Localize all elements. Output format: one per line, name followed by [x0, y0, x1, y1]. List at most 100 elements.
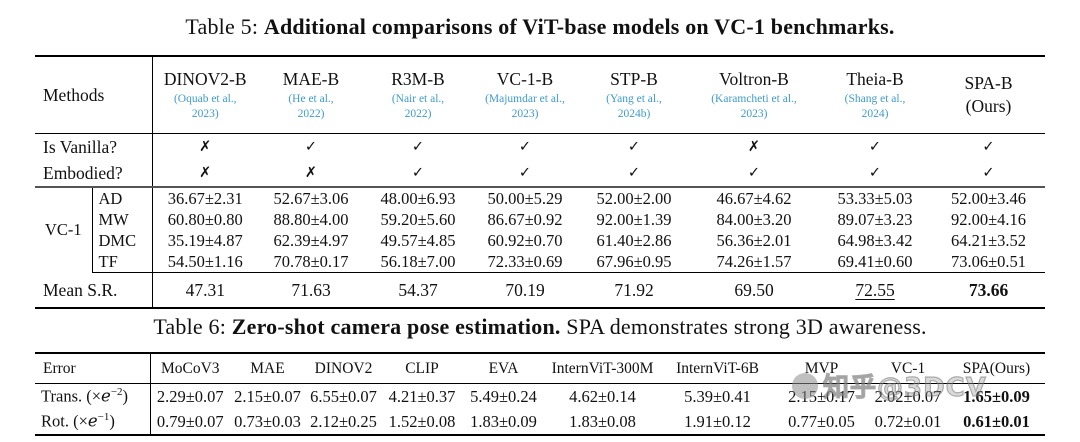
table-cell: 2.02±0.07 [874, 386, 942, 406]
table5-header-row: Methods DINOV2-B (Oquab et al., 2023) MAE… [35, 56, 1045, 134]
table-cell: 64.21±3.52 [950, 230, 1027, 250]
table-cell: 2.15±0.07 [234, 386, 301, 406]
check-mark: ✗ [258, 160, 364, 188]
table-cell: 36.67±2.31 [151, 187, 258, 209]
table5: Methods DINOV2-B (Oquab et al., 2023) MAE… [35, 55, 1045, 309]
table-cell: 60.80±0.80 [151, 209, 258, 230]
table-cell: 0.73±0.03 [234, 411, 301, 431]
row-label: AD [91, 187, 152, 209]
table-cell: 67.96±0.95 [578, 251, 690, 273]
table-cell: 73.06±0.51 [932, 251, 1045, 273]
table-cell: 49.57±4.85 [380, 230, 456, 250]
table-cell: 4.21±0.37 [388, 386, 456, 406]
table-cell: 35.19±4.87 [151, 230, 258, 251]
citation-link[interactable]: (Karamcheti et al., 2023) [711, 93, 797, 120]
citation-link[interactable]: (Majumdar et al., 2023) [485, 93, 565, 120]
col-header: InternViT-6B [660, 353, 775, 384]
methods-header: Methods [35, 56, 152, 134]
check-mark: ✓ [472, 160, 578, 188]
table-cell: 88.80±4.00 [273, 209, 349, 229]
table5-caption-bold: Additional comparisons of ViT-base model… [263, 14, 895, 39]
check-mark: ✓ [690, 160, 818, 188]
table-cell: 52.00±2.00 [596, 188, 672, 208]
row-label: Is Vanilla? [43, 136, 118, 157]
row-label: Rot. (×e−1) [41, 411, 115, 431]
col-header: MAE [230, 353, 305, 384]
group-label: VC-1 [44, 220, 82, 240]
table-cell: 6.55±0.07 [310, 386, 377, 406]
col-header: CLIP [382, 353, 462, 384]
table-cell: 59.20±5.60 [380, 209, 456, 229]
col-header: R3M-B (Nair et al., 2022) [364, 56, 472, 134]
table-cell: 54.50±1.16 [151, 251, 258, 273]
check-mark: ✗ [747, 139, 761, 155]
table-cell: 0.72±0.01 [874, 411, 942, 431]
table-cell: 92.00±1.39 [596, 209, 672, 229]
vc1-tf-row: TF 54.50±1.16 70.78±0.17 56.18±7.00 72.3… [35, 251, 1045, 273]
embodied-row: Embodied? ✗ ✗ ✓ ✓ ✓ ✓ ✓ ✓ [35, 160, 1045, 188]
table-cell: 52.00±3.46 [950, 188, 1027, 208]
citation-link[interactable]: (Nair et al., 2022) [391, 93, 445, 120]
vc1-dmc-row: DMC 35.19±4.87 62.39±4.97 49.57±4.85 60.… [35, 230, 1045, 251]
col-header: Voltron-B (Karamcheti et al., 2023) [690, 56, 818, 134]
table-cell: 56.36±2.01 [716, 230, 792, 250]
table5-caption: Table 5: Additional comparisons of ViT-b… [0, 14, 1080, 40]
citation-link[interactable]: (Oquab et al., 2023) [173, 93, 237, 120]
col-header: VC-1 [868, 353, 948, 384]
table-cell: 48.00±6.93 [380, 188, 456, 208]
row-label: Trans. (×e−2) [41, 386, 129, 406]
table-cell: 84.00±3.20 [716, 209, 792, 229]
check-mark: ✓ [982, 139, 995, 155]
col-header: MAE-B (He et al., 2022) [258, 56, 364, 134]
vc1-mw-row: MW 60.80±0.80 88.80±4.00 59.20±5.60 86.6… [35, 209, 1045, 230]
check-mark: ✓ [868, 139, 882, 155]
row-label: TF [91, 251, 152, 273]
table-cell: 64.98±3.42 [837, 230, 913, 250]
table-cell-underlined: 72.55 [855, 279, 895, 300]
table-cell: 4.62±0.14 [569, 386, 636, 406]
citation-link[interactable]: (Yang et al., 2024b) [606, 93, 662, 120]
col-header: InternViT-300M [545, 353, 660, 384]
check-mark: ✓ [364, 160, 472, 188]
col-header: MVP [775, 353, 868, 384]
translation-error-row: Trans. (×e−2) 2.29±0.07 2.15±0.07 6.55±0… [35, 383, 1045, 409]
table-cell: 1.83±0.08 [569, 411, 636, 431]
table6-caption-rest: SPA demonstrates strong 3D awareness. [560, 314, 927, 339]
table-cell-best: 73.66 [968, 279, 1009, 300]
citation-link[interactable]: (He et al., 2022) [288, 93, 334, 120]
check-mark: ✓ [627, 139, 641, 155]
table-cell: 70.19 [505, 279, 545, 300]
table-cell: 70.78±0.17 [258, 251, 364, 273]
col-header: MoCoV3 [149, 353, 230, 384]
check-mark: ✗ [151, 133, 258, 160]
is-vanilla-row: Is Vanilla? ✗ ✓ ✓ ✓ ✓ ✗ ✓ ✓ [35, 133, 1045, 160]
check-mark: ✓ [818, 160, 932, 188]
rotation-error-row: Rot. (×e−1) 0.79±0.07 0.73±0.03 2.12±0.2… [35, 409, 1045, 435]
table-cell: 71.63 [291, 279, 331, 300]
table-cell: 50.00±5.29 [487, 188, 563, 208]
col-header: VC-1-B (Majumdar et al., 2023) [472, 56, 578, 134]
table-cell: 1.91±0.12 [684, 411, 751, 431]
table6: Error MoCoV3 MAE DINOV2 CLIP EVA InternV… [35, 352, 1045, 436]
check-mark: ✓ [518, 139, 532, 155]
table-cell-best: 0.61±0.01 [963, 411, 1030, 431]
table-cell: 69.41±0.60 [818, 251, 932, 273]
table5-caption-prefix: Table 5: [185, 14, 264, 39]
table-cell: 61.40±2.86 [596, 230, 672, 250]
check-mark: ✓ [578, 160, 690, 188]
error-header: Error [35, 353, 150, 384]
table-cell: 60.92±0.70 [487, 230, 563, 250]
table-cell: 69.50 [734, 279, 774, 300]
check-mark: ✗ [151, 160, 258, 188]
table6-caption-prefix: Table 6: [153, 314, 232, 339]
check-mark: ✓ [304, 139, 318, 155]
table-cell: 86.67±0.92 [487, 209, 563, 229]
col-header: DINOV2 [305, 353, 382, 384]
table-cell: 2.15±0.17 [788, 386, 855, 406]
citation-link[interactable]: (Shang et al., 2024) [844, 93, 906, 120]
row-label: DMC [91, 230, 152, 251]
table-cell: 2.29±0.07 [149, 383, 230, 409]
table-cell: 0.77±0.05 [788, 411, 855, 431]
table-cell: 0.79±0.07 [149, 409, 230, 435]
table-cell: 5.39±0.41 [684, 386, 751, 406]
